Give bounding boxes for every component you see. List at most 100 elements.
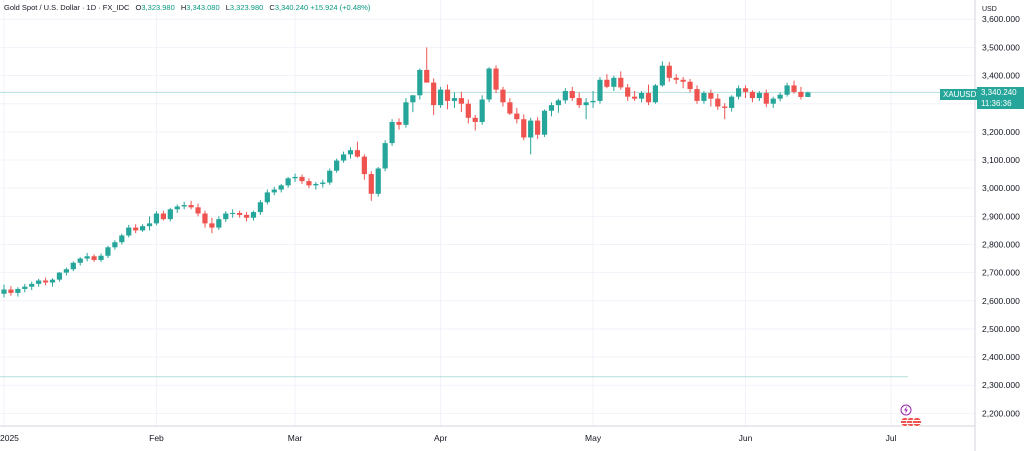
candle-body (167, 209, 173, 220)
candle-body (396, 122, 402, 125)
candle-body (91, 256, 97, 260)
candle-body (708, 93, 714, 99)
candle-body (507, 102, 513, 114)
candle (784, 82, 790, 97)
candle-body (133, 227, 139, 231)
candle-body (638, 93, 645, 99)
candle (514, 107, 520, 124)
candle-body (105, 247, 111, 256)
candle (742, 85, 749, 99)
candle-body (22, 286, 28, 289)
candle (528, 117, 534, 155)
candle (119, 233, 125, 245)
candle-body (237, 212, 243, 215)
price-tick-label: 3,000.000 (982, 183, 1020, 193)
candle-body (36, 280, 42, 284)
candle-body (535, 120, 541, 135)
candle (8, 286, 14, 296)
time-tick-label: Feb (149, 433, 164, 443)
candle-body (375, 168, 381, 194)
bar-countdown: 11:36:36 (981, 99, 1012, 108)
candle (202, 210, 208, 228)
symbol-price-tag: XAUUSD (940, 89, 980, 100)
last-price-tag: 3,340.240 11:36:36 (977, 87, 1024, 109)
price-tick-label: 2,500.000 (982, 324, 1020, 334)
candle-body (618, 77, 624, 88)
candle-body (278, 185, 284, 190)
candle (313, 181, 319, 190)
candle (36, 278, 42, 287)
candle (368, 171, 374, 201)
candle-body (77, 258, 83, 263)
candle (770, 96, 776, 108)
candle-body (645, 93, 652, 103)
us-flag-icons[interactable] (900, 417, 922, 427)
candle (722, 103, 728, 120)
price-tick-label: 2,800.000 (982, 239, 1020, 249)
candle (645, 84, 652, 106)
candle (216, 216, 222, 230)
candle (105, 245, 111, 258)
candle-body (174, 206, 180, 210)
candle (576, 92, 582, 108)
candle-body (410, 95, 416, 103)
candle-body (188, 205, 194, 208)
time-tick-label: Mar (288, 433, 303, 443)
candle-body (777, 94, 783, 99)
candle (694, 85, 700, 104)
candle-body (597, 79, 603, 101)
candle (715, 93, 721, 110)
candle (1, 284, 7, 298)
candle (243, 212, 250, 222)
candle-body (223, 213, 229, 220)
lightning-icon[interactable] (900, 404, 912, 416)
candle (70, 261, 76, 272)
candle-body (472, 117, 478, 123)
time-axis[interactable]: 2025 Feb Mar Apr May Jun Jul (0, 433, 897, 443)
change-value: +15.924 (+0.48%) (310, 3, 371, 12)
candle-body (694, 89, 700, 101)
candle (777, 92, 783, 102)
candle (292, 173, 298, 182)
candle-body (313, 183, 319, 186)
candle (22, 283, 28, 293)
symbol-title[interactable]: Gold Spot / U.S. Dollar · 1D · FX_IDC (4, 3, 130, 12)
currency-label[interactable]: USD (982, 6, 997, 13)
candle (84, 252, 90, 262)
candle-body (625, 87, 631, 97)
reference-lines (0, 91, 975, 378)
candle-body (368, 174, 374, 194)
candle-body (334, 160, 340, 171)
candle-body (56, 272, 63, 280)
candle-body (8, 289, 14, 293)
price-tick-label: 3,600.000 (982, 14, 1020, 24)
candle-body (666, 65, 672, 78)
candle-body (562, 91, 568, 101)
candle (285, 176, 291, 188)
candle-body (722, 106, 728, 108)
candle-body (673, 77, 679, 80)
candle (327, 168, 333, 185)
candle-body (119, 235, 125, 243)
candle-body (230, 212, 236, 214)
candle (188, 200, 194, 210)
candle (396, 118, 402, 130)
candle-body (437, 89, 444, 106)
price-axis[interactable]: 2,200.000 2,300.000 2,400.000 2,500.000 2,60… (982, 14, 1020, 418)
candle (548, 102, 555, 117)
candle-body (632, 96, 638, 99)
candle-body (791, 85, 797, 92)
candle-body (431, 82, 437, 106)
candle (306, 178, 312, 189)
candle (555, 98, 561, 113)
candle (334, 158, 340, 173)
chart-legend: Gold Spot / U.S. Dollar · 1D · FX_IDC O3… (4, 3, 371, 12)
candle-body (202, 213, 208, 224)
candle-body (340, 154, 347, 161)
candle (666, 62, 672, 82)
candle (708, 89, 714, 107)
candle-body (458, 98, 464, 104)
candle-body (514, 113, 520, 120)
candle (749, 90, 756, 103)
